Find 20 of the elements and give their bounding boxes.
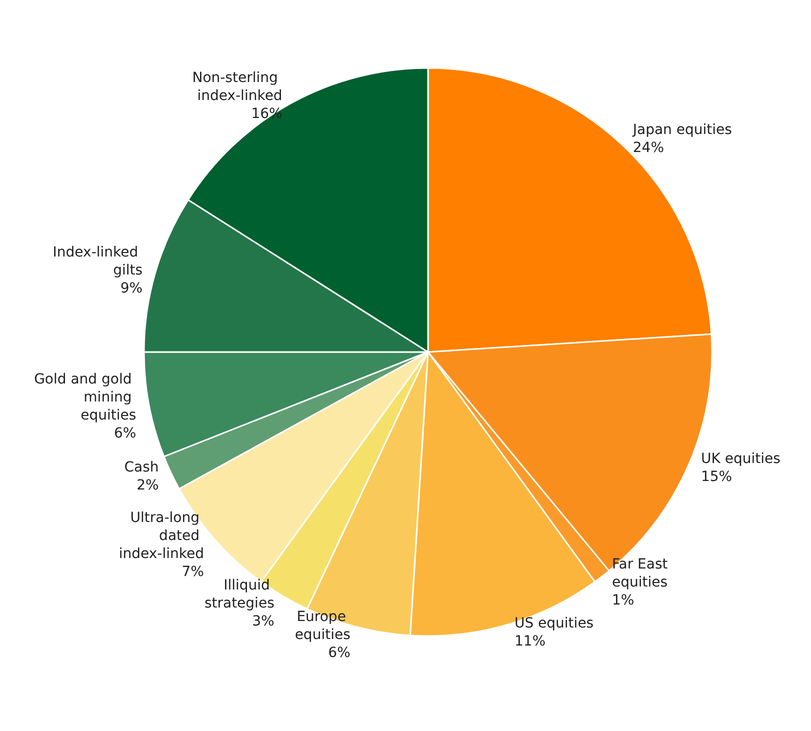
slice-label: UK equities [700,450,780,467]
data-label: 1% [612,592,634,609]
slice-label: Index-linked gilts [52,244,143,279]
data-label: 9% [120,280,143,297]
data-label: 6% [328,644,350,661]
data-label: 2% [136,477,159,494]
slice-label: Ultra-long dated index-linked [118,510,204,562]
slice-label: Non-sterling index-linked [192,70,282,104]
slice-label: Cash [124,459,159,476]
slice-label: Japan equities [632,122,732,138]
data-label: 3% [252,613,274,630]
slice-label: Illiquid strategies [204,577,274,612]
data-label: 11% [514,633,546,650]
data-label: 6% [114,426,136,442]
slice-label: Far East equities [612,556,672,591]
data-label: 7% [182,564,204,580]
slice-label: US equities [514,615,594,632]
data-label: 24% [632,140,664,156]
data-label: 15% [700,468,732,485]
slice-label: Gold and gold mining equities [34,372,136,424]
